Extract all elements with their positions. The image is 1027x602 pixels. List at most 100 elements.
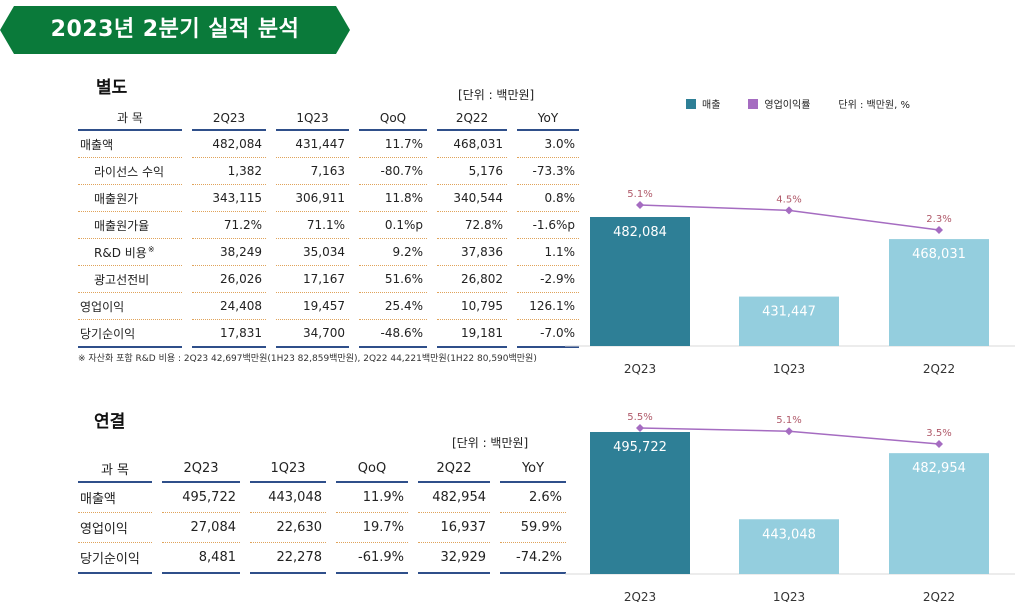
margin-value-label: 3.5% (926, 428, 951, 439)
header-1q23: 1Q23 (276, 106, 349, 131)
sales-legend-swatch (686, 98, 696, 109)
table-cell: 32,929 (418, 542, 490, 574)
row-label: 광고선전비 (78, 265, 182, 293)
row-label-text: 매출액 (80, 492, 116, 507)
row-label: 매출액 (78, 482, 152, 513)
table-cell: 482,954 (418, 482, 490, 513)
bar-2q22 (889, 453, 989, 574)
page-title: 2023년 2분기 실적 분석 (50, 17, 300, 42)
header-yoy: YoY (517, 106, 579, 131)
bar-2q23 (590, 432, 690, 574)
row-label-text: 당기순이익 (80, 552, 140, 567)
margin-value-label: 5.1% (627, 189, 652, 200)
row-label-text: 라이선스 수익 (94, 164, 165, 179)
table-cell: -1.6%p (517, 211, 579, 239)
table-cell: 16,937 (418, 512, 490, 543)
table-header-row: 과 목 2Q23 1Q23 QoQ 2Q22 YoY (78, 106, 579, 131)
bar-value-label: 468,031 (912, 247, 966, 262)
table-cell: 9.2% (359, 238, 427, 266)
chart-unit-label: 단위 : 백만원, % (838, 100, 910, 111)
separate-results-table: 과 목 2Q23 1Q23 QoQ 2Q22 YoY 매출액 482,084 431… (78, 106, 579, 348)
table-cell: 7,163 (276, 157, 349, 185)
row-label: 매출액 (78, 130, 182, 158)
margin-point (636, 424, 644, 432)
header-2q23: 2Q23 (162, 456, 240, 483)
bar-value-label: 482,954 (912, 461, 966, 476)
header-2q22: 2Q22 (418, 456, 490, 483)
bar-2q22 (889, 239, 989, 346)
bar-value-label: 443,048 (762, 527, 816, 542)
banner-shape (0, 6, 350, 54)
table-cell: 22,278 (250, 542, 326, 574)
table-cell: 37,836 (437, 238, 507, 266)
row-label: 매출원가율 (78, 211, 182, 239)
table-cell: 71.2% (192, 211, 266, 239)
table-cell: 2.6% (500, 482, 566, 513)
header-qoq: QoQ (359, 106, 427, 131)
table-cell: 495,722 (162, 482, 240, 513)
bar-value-label: 482,084 (613, 225, 667, 240)
table-cell: -80.7% (359, 157, 427, 185)
table-cell: 26,802 (437, 265, 507, 293)
table-cell: 19,457 (276, 292, 349, 320)
x-tick-label: 1Q23 (773, 590, 805, 602)
table-cell: 8,481 (162, 542, 240, 574)
table-cell: -61.9% (336, 542, 408, 574)
table-row: 매출액 482,084 431,447 11.7% 468,031 3.0% (78, 130, 579, 158)
table-cell: 443,048 (250, 482, 326, 513)
chart-legend: 매출 영업이익률 단위 : 백만원, % (686, 96, 910, 111)
table-cell: 17,167 (276, 265, 349, 293)
table-row: 영업이익 27,084 22,630 19.7% 16,937 59.9% (78, 512, 566, 543)
header-yoy: YoY (500, 456, 566, 483)
table-cell: 26,026 (192, 265, 266, 293)
separate-section-title: 별도 (96, 78, 128, 98)
margin-point (785, 206, 793, 215)
margin-legend-swatch (748, 98, 759, 109)
consolidated-results-table: 과 목 2Q23 1Q23 QoQ 2Q22 YoY 매출액 495,722 443… (78, 456, 566, 574)
table-row: 매출액 495,722 443,048 11.9% 482,954 2.6% (78, 482, 566, 513)
row-label-text: R&D 비용 (94, 245, 147, 260)
table-cell: 24,408 (192, 292, 266, 320)
consolidated-unit-label: [단위 : 백만원] (452, 436, 529, 450)
header-qoq: QoQ (336, 456, 408, 483)
table-cell: 431,447 (276, 130, 349, 158)
table-cell: -2.9% (517, 265, 579, 293)
row-label-text: 광고선전비 (94, 272, 150, 287)
table-cell: 11.7% (359, 130, 427, 158)
table-cell: 5,176 (437, 157, 507, 185)
rd-footnote: ※ 자산화 포함 R&D 비용 : 2Q23 42,697백만원(1H23 82… (78, 354, 537, 364)
margin-value-label: 2.3% (926, 214, 951, 225)
bar-2q23 (590, 217, 690, 346)
table-cell: 51.6% (359, 265, 427, 293)
table-row: R&D 비용※ 38,249 35,034 9.2% 37,836 1.1% (78, 238, 579, 266)
table-row: 매출원가 343,115 306,911 11.8% 340,544 0.8% (78, 184, 579, 212)
row-label-text: 영업이익 (80, 522, 128, 537)
table-cell: 1.1% (517, 238, 579, 266)
table-cell: 10,795 (437, 292, 507, 320)
row-label: R&D 비용※ (78, 238, 182, 266)
table-cell: 468,031 (437, 130, 507, 158)
margin-legend-label: 영업이익률 (764, 100, 811, 111)
table-row: 영업이익 24,408 19,457 25.4% 10,795 126.1% (78, 292, 579, 320)
table-cell: 27,084 (162, 512, 240, 543)
header-2q23: 2Q23 (192, 106, 266, 131)
table-cell: 38,249 (192, 238, 266, 266)
margin-value-label: 4.5% (776, 194, 801, 205)
table-cell: 34,700 (276, 319, 349, 348)
table-cell: 343,115 (192, 184, 266, 212)
table-cell: 0.1%p (359, 211, 427, 239)
row-label: 영업이익 (78, 292, 182, 320)
row-label: 당기순이익 (78, 319, 182, 348)
table-cell: 11.8% (359, 184, 427, 212)
row-label-text: 매출액 (80, 137, 114, 152)
table-cell: 22,630 (250, 512, 326, 543)
row-label-text: 당기순이익 (80, 326, 136, 341)
table-row: 당기순이익 17,831 34,700 -48.6% 19,181 -7.0% (78, 319, 579, 348)
bar-value-label: 495,722 (613, 440, 667, 455)
table-cell: 3.0% (517, 130, 579, 158)
table-cell: 19,181 (437, 319, 507, 348)
rd-footnote-mark: ※ (147, 244, 155, 254)
row-label: 라이선스 수익 (78, 157, 182, 185)
header-item: 과 목 (78, 456, 152, 483)
consolidated-section-title: 연결 (94, 412, 126, 432)
